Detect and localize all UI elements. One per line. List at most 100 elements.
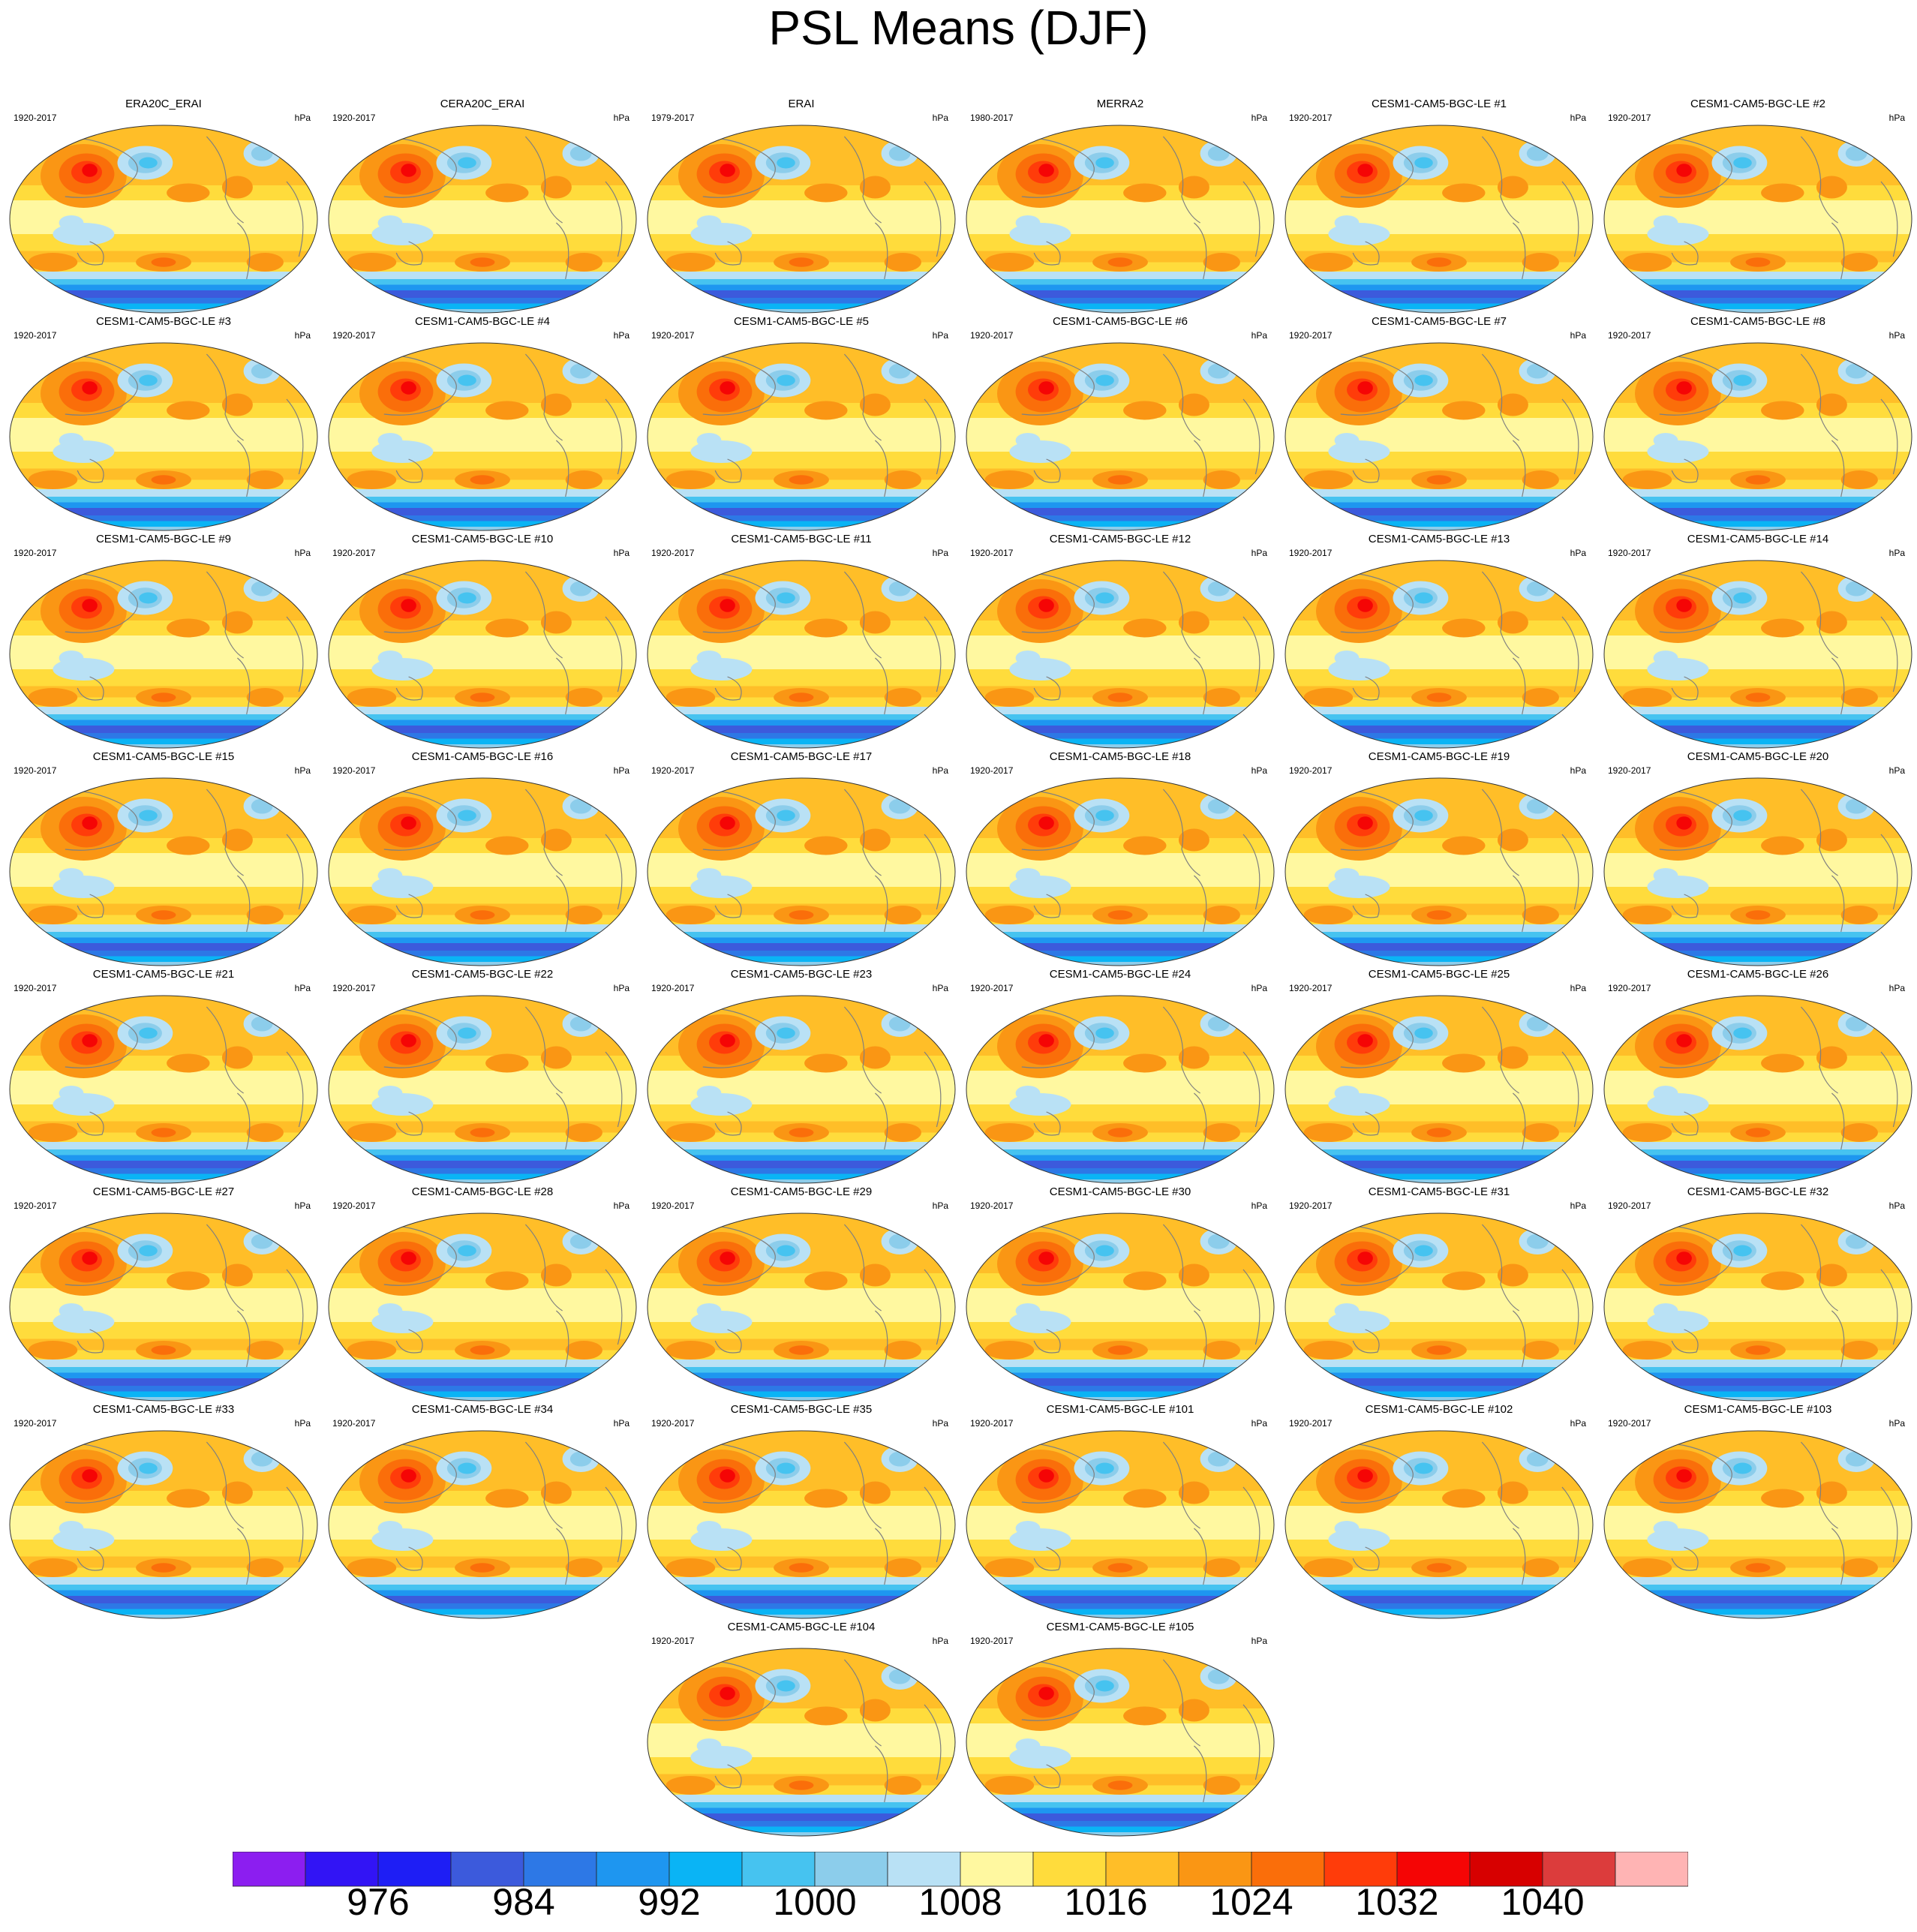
- panel-title: CESM1-CAM5-BGC-LE #20: [1687, 750, 1829, 763]
- psl-map: [1603, 777, 1912, 966]
- panel-units: hPa: [932, 330, 948, 341]
- map-panel: CESM1-CAM5-BGC-LE #105 1920-2017 hPa: [963, 1621, 1278, 1837]
- panel-years: 1920-2017: [651, 1636, 695, 1646]
- psl-map: [1603, 1212, 1912, 1402]
- panel-title: ERAI: [788, 98, 815, 110]
- psl-map: [9, 560, 318, 749]
- panel-years: 1920-2017: [332, 1418, 376, 1429]
- map-panel: CESM1-CAM5-BGC-LE #23 1920-2017 hPa: [644, 968, 959, 1184]
- colorbar-swatch: [814, 1852, 888, 1887]
- colorbar: [233, 1852, 1688, 1887]
- psl-map: [647, 995, 956, 1184]
- psl-map: [9, 777, 318, 966]
- map-panel: CESM1-CAM5-BGC-LE #14 1920-2017 hPa: [1600, 533, 1915, 749]
- map-panel: CESM1-CAM5-BGC-LE #19 1920-2017 hPa: [1282, 750, 1597, 966]
- psl-map: [966, 1430, 1275, 1619]
- panel-years: 1920-2017: [14, 765, 57, 776]
- panel-units: hPa: [1888, 330, 1905, 341]
- psl-map: [647, 777, 956, 966]
- map-panel: CESM1-CAM5-BGC-LE #32 1920-2017 hPa: [1600, 1185, 1915, 1402]
- panel-years: 1920-2017: [651, 548, 695, 558]
- psl-map: [9, 995, 318, 1184]
- panel-title: CESM1-CAM5-BGC-LE #26: [1687, 968, 1829, 981]
- psl-map: [328, 125, 637, 314]
- panel-years: 1920-2017: [1289, 983, 1333, 993]
- panel-title: CESM1-CAM5-BGC-LE #31: [1368, 1185, 1510, 1198]
- psl-map: [1285, 1430, 1594, 1619]
- panel-title: CESM1-CAM5-BGC-LE #33: [92, 1403, 235, 1416]
- map-panel: CESM1-CAM5-BGC-LE #5 1920-2017 hPa: [644, 315, 959, 531]
- psl-map: [1603, 1430, 1912, 1619]
- panel-title: CESM1-CAM5-BGC-LE #104: [727, 1621, 876, 1633]
- psl-map: [1285, 1212, 1594, 1402]
- panel-years: 1920-2017: [14, 1418, 57, 1429]
- panel-years: 1920-2017: [14, 1200, 57, 1211]
- colorbar-swatch: [1469, 1852, 1543, 1887]
- colorbar-tick-label: 1040: [1501, 1881, 1585, 1923]
- psl-map: [966, 777, 1275, 966]
- panel-title: CESM1-CAM5-BGC-LE #13: [1368, 533, 1510, 545]
- panel-title: CESM1-CAM5-BGC-LE #5: [733, 315, 870, 328]
- panel-title: CESM1-CAM5-BGC-LE #10: [411, 533, 554, 545]
- map-panel: CESM1-CAM5-BGC-LE #16 1920-2017 hPa: [325, 750, 640, 966]
- panel-title: CESM1-CAM5-BGC-LE #9: [95, 533, 232, 545]
- panel-units: hPa: [932, 1418, 948, 1429]
- map-panel: CESM1-CAM5-BGC-LE #24 1920-2017 hPa: [963, 968, 1278, 1184]
- colorbar-swatch: [960, 1852, 1034, 1887]
- panel-years: 1920-2017: [970, 983, 1014, 993]
- colorbar-swatch: [1396, 1852, 1471, 1887]
- panel-units: hPa: [1570, 765, 1586, 776]
- psl-map: [1603, 995, 1912, 1184]
- panel-years: 1920-2017: [651, 983, 695, 993]
- map-panel: CESM1-CAM5-BGC-LE #31 1920-2017 hPa: [1282, 1185, 1597, 1402]
- panel-units: hPa: [1888, 548, 1905, 558]
- panel-title: CESM1-CAM5-BGC-LE #14: [1687, 533, 1829, 545]
- psl-map: [328, 777, 637, 966]
- panel-units: hPa: [1251, 765, 1267, 776]
- panel-title: CESM1-CAM5-BGC-LE #27: [92, 1185, 235, 1198]
- psl-map: [966, 1212, 1275, 1402]
- panel-units: hPa: [1251, 1636, 1267, 1646]
- map-panel: CESM1-CAM5-BGC-LE #4 1920-2017 hPa: [325, 315, 640, 531]
- panel-units: hPa: [1251, 1200, 1267, 1211]
- psl-map: [647, 342, 956, 531]
- map-panel: ERAI 1979-2017 hPa: [644, 98, 959, 314]
- colorbar-swatch: [450, 1852, 524, 1887]
- panel-years: 1920-2017: [970, 548, 1014, 558]
- map-panel: CESM1-CAM5-BGC-LE #27 1920-2017 hPa: [6, 1185, 321, 1402]
- panel-units: hPa: [1251, 113, 1267, 123]
- panel-years: 1920-2017: [1289, 548, 1333, 558]
- panel-years: 1920-2017: [970, 1418, 1014, 1429]
- panel-title: CESM1-CAM5-BGC-LE #3: [95, 315, 232, 328]
- panel-units: hPa: [294, 330, 311, 341]
- panel-title: CESM1-CAM5-BGC-LE #16: [411, 750, 554, 763]
- panel-years: 1920-2017: [970, 1200, 1014, 1211]
- panel-years: 1920-2017: [970, 765, 1014, 776]
- panel-units: hPa: [294, 983, 311, 993]
- psl-map: [328, 342, 637, 531]
- panel-units: hPa: [294, 548, 311, 558]
- psl-map: [1285, 995, 1594, 1184]
- map-panel: MERRA2 1980-2017 hPa: [963, 98, 1278, 314]
- panel-years: 1920-2017: [14, 983, 57, 993]
- panel-units: hPa: [932, 548, 948, 558]
- panel-title: CESM1-CAM5-BGC-LE #18: [1049, 750, 1191, 763]
- panel-units: hPa: [1570, 113, 1586, 123]
- colorbar-swatch: [305, 1852, 379, 1887]
- map-panel: CESM1-CAM5-BGC-LE #13 1920-2017 hPa: [1282, 533, 1597, 749]
- panel-title: CESM1-CAM5-BGC-LE #6: [1052, 315, 1188, 328]
- psl-map: [966, 995, 1275, 1184]
- panel-years: 1920-2017: [1289, 1418, 1333, 1429]
- panel-years: 1920-2017: [1608, 548, 1651, 558]
- map-panel: CESM1-CAM5-BGC-LE #1 1920-2017 hPa: [1282, 98, 1597, 314]
- panel-years: 1920-2017: [1608, 113, 1651, 123]
- panel-years: 1920-2017: [332, 113, 376, 123]
- colorbar-swatch: [1615, 1852, 1688, 1887]
- psl-map: [966, 560, 1275, 749]
- map-panel: CESM1-CAM5-BGC-LE #12 1920-2017 hPa: [963, 533, 1278, 749]
- map-panel: CESM1-CAM5-BGC-LE #9 1920-2017 hPa: [6, 533, 321, 749]
- panel-units: hPa: [613, 548, 629, 558]
- map-panel: CESM1-CAM5-BGC-LE #11 1920-2017 hPa: [644, 533, 959, 749]
- panel-units: hPa: [1888, 1418, 1905, 1429]
- panel-units: hPa: [932, 113, 948, 123]
